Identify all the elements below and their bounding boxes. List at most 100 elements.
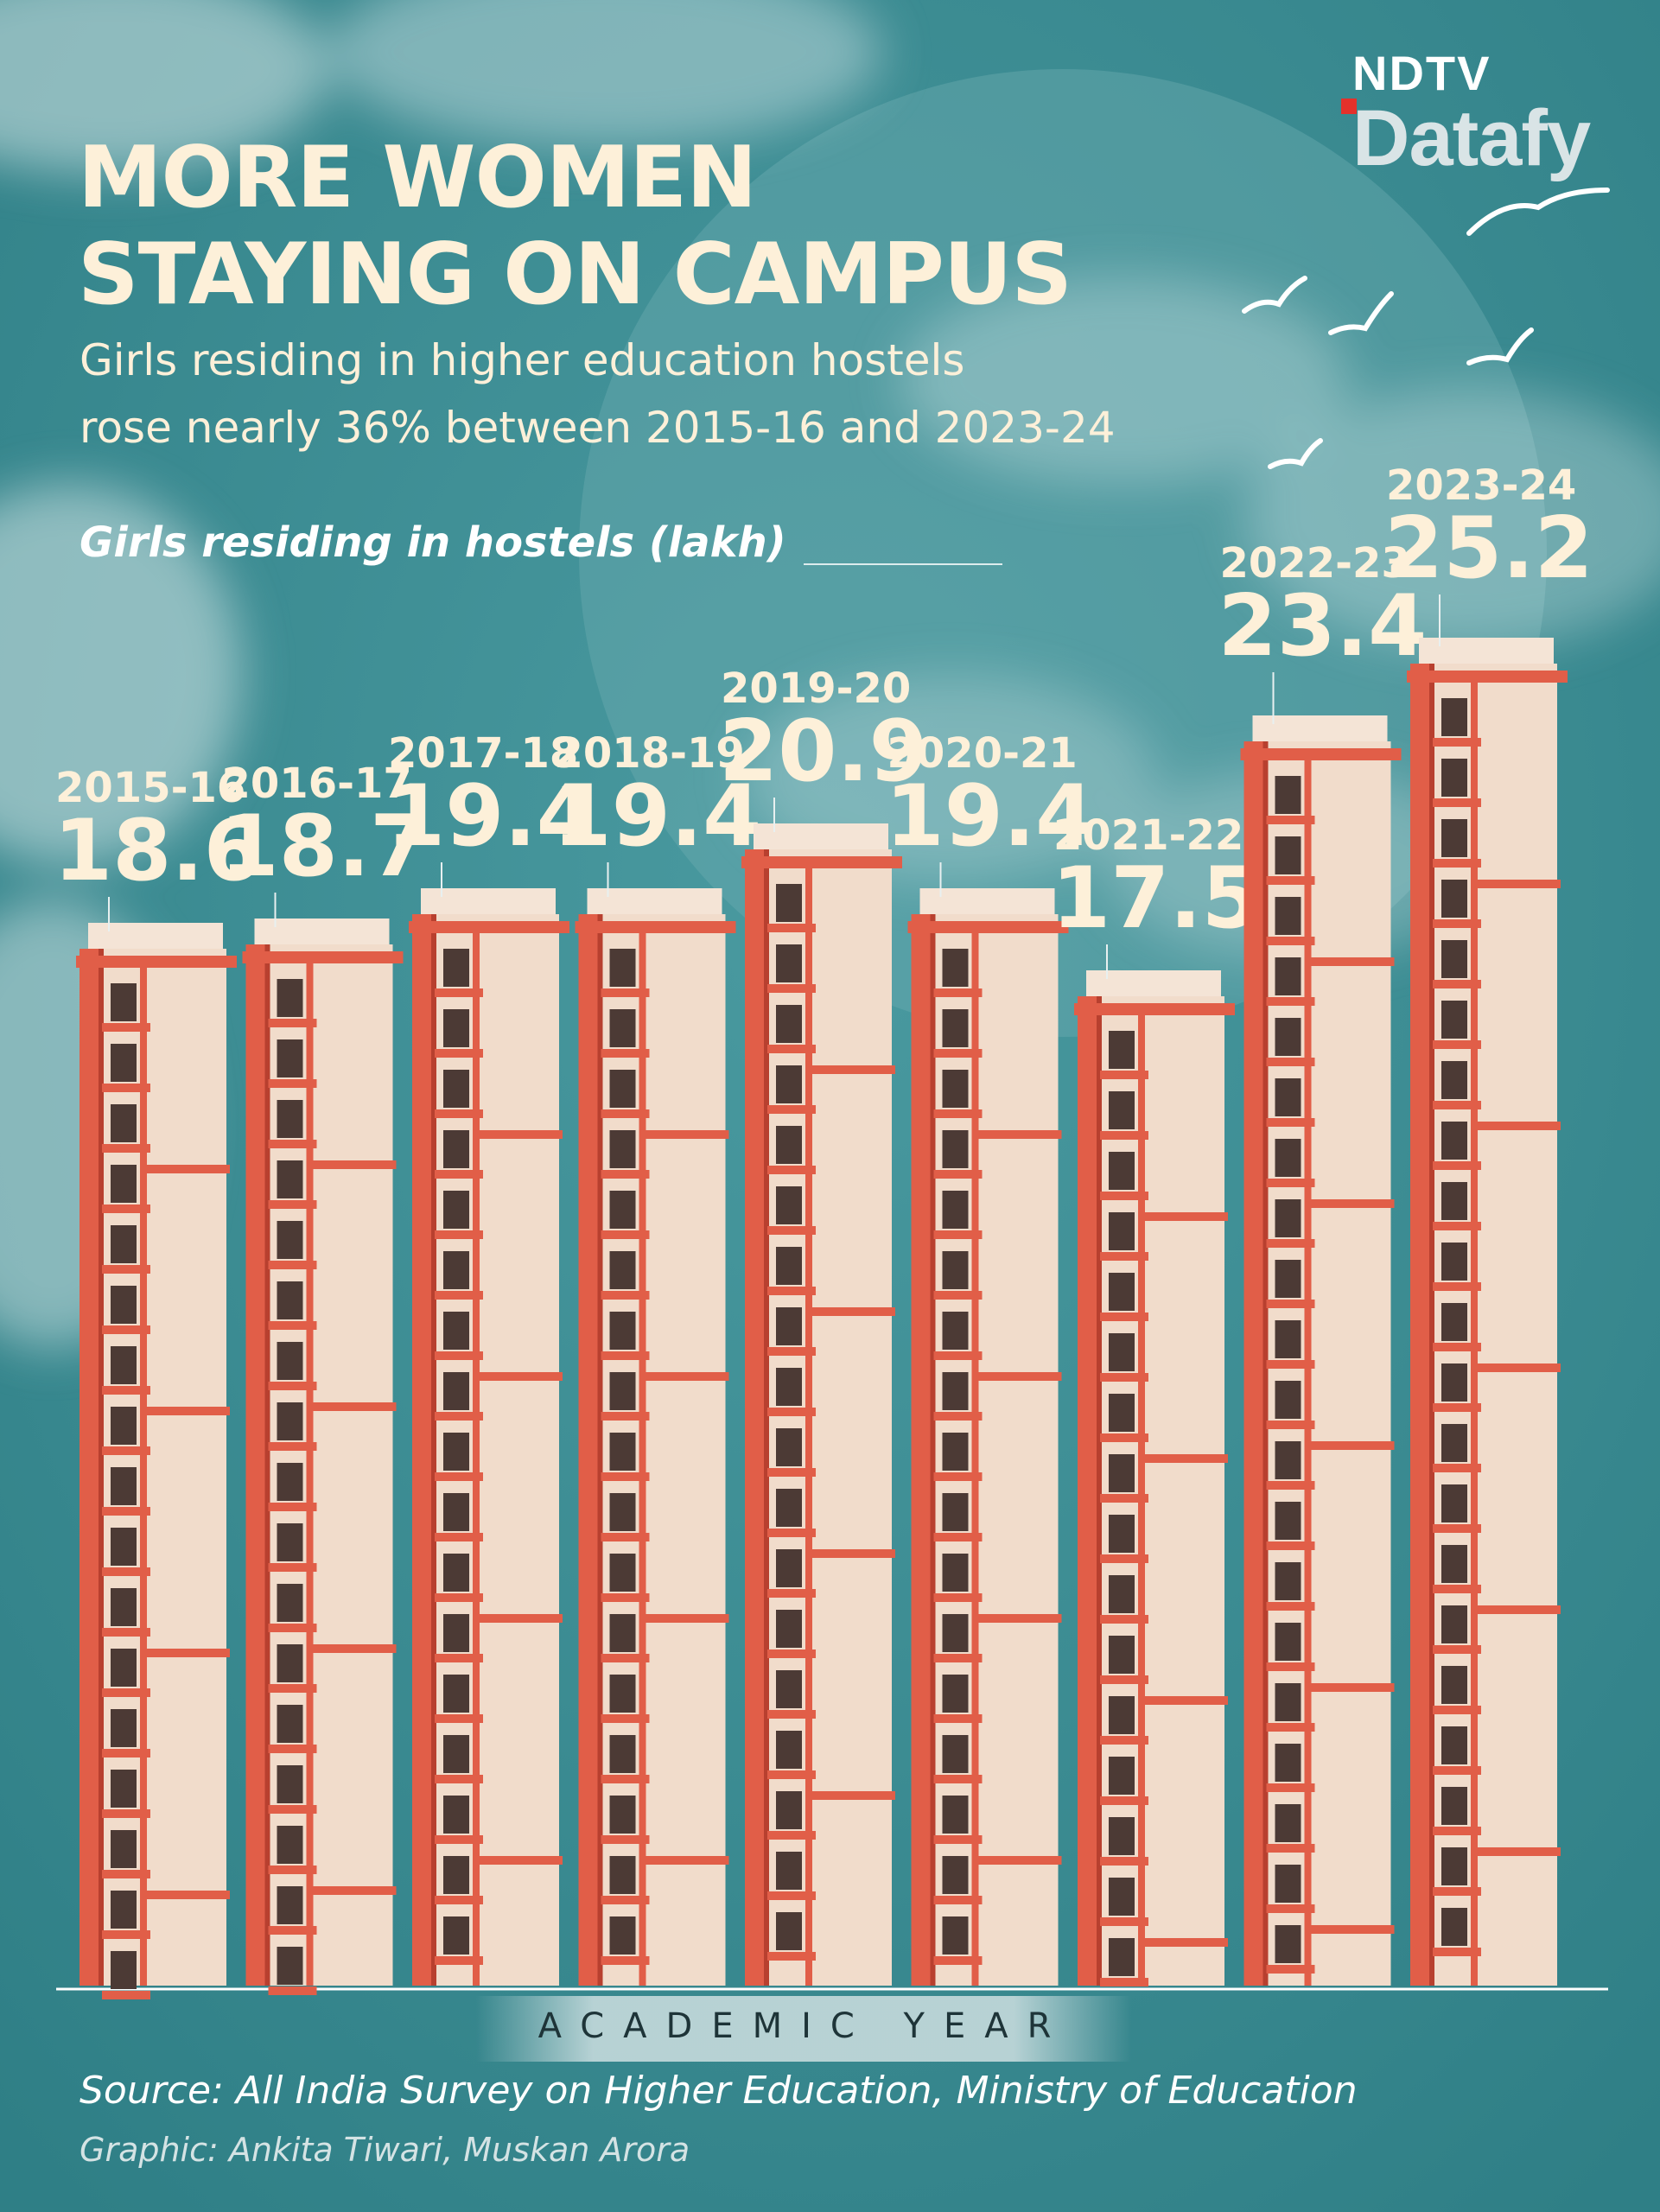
bar-window (277, 1221, 303, 1259)
bar-ledge (1100, 1796, 1148, 1805)
bar-ledge (268, 1200, 317, 1209)
bar-ledge (1266, 1300, 1315, 1308)
bar-data-label: 25.2 (1384, 499, 1593, 598)
bar-window (942, 1251, 969, 1289)
title-line-2: STAYING ON CAMPUS (78, 226, 1072, 324)
bar-ledge (767, 1347, 816, 1356)
bar-window (942, 1856, 969, 1894)
bar-window (1441, 1122, 1467, 1160)
bar-ledge (1100, 1978, 1148, 1986)
bar-ledge (767, 1831, 816, 1840)
bar-window (1275, 957, 1301, 995)
bar-window (443, 1916, 469, 1955)
bar-ledge (1433, 1464, 1481, 1472)
bar-window (1275, 1018, 1301, 1056)
bar-frame-mid (805, 867, 812, 1986)
bar-ledge (1433, 1161, 1481, 1170)
bar-ledge (435, 988, 483, 997)
bar-ledge (268, 1986, 317, 1995)
bar-window (942, 1009, 969, 1047)
bar-window (942, 1493, 969, 1531)
bar-ledge (601, 1775, 650, 1783)
bar-ledge (102, 1991, 150, 1999)
bar-window (1441, 1484, 1467, 1522)
bar-window (443, 1856, 469, 1894)
bar-ledge (1100, 1615, 1148, 1624)
bar-ledge (268, 1321, 317, 1330)
bar-window (609, 1614, 636, 1652)
bar-frame-left (1410, 664, 1429, 1986)
bar-ledge (1433, 1645, 1481, 1654)
bar-category-label: 2023-24 (1386, 461, 1576, 510)
bar-ledge (1266, 1239, 1315, 1248)
bar-window (443, 1614, 469, 1652)
bar-band (812, 1307, 895, 1316)
bar-ledge (102, 1205, 150, 1213)
bar-ledge (767, 1166, 816, 1174)
bar-cornice (741, 856, 902, 868)
bar-window (277, 1039, 303, 1077)
bar-window (443, 1009, 469, 1047)
bar-frame-shadow (597, 914, 603, 1986)
bar-window (609, 1796, 636, 1834)
bar-window (609, 1493, 636, 1531)
bar-window (1109, 1212, 1135, 1250)
bar-ledge (933, 988, 983, 997)
bar-ledge (268, 1624, 317, 1632)
bar-roof (587, 888, 722, 916)
bar-band (1311, 1683, 1395, 1692)
bar-ledge (601, 1593, 650, 1602)
bar-window (1109, 1152, 1135, 1190)
bar-ledge (1433, 1040, 1481, 1049)
bar-window (111, 1588, 137, 1626)
bar-window (609, 1433, 636, 1471)
bar-ledge (102, 1446, 150, 1455)
bar-window (609, 1009, 636, 1047)
bar-window (776, 1247, 802, 1285)
bar-band (1478, 1605, 1561, 1614)
bar-ledge (268, 1503, 317, 1511)
bar-band (313, 1160, 397, 1169)
bar-band (480, 1130, 563, 1139)
bar-window (443, 1493, 469, 1531)
bar-cornice (76, 956, 237, 968)
bar-window (942, 1191, 969, 1229)
bar-window (277, 1523, 303, 1561)
bar-ledge (1266, 1602, 1315, 1611)
bar-band (812, 1549, 895, 1558)
bar-window (776, 1791, 802, 1829)
bar-window (942, 1433, 969, 1471)
bar-ledge (1433, 1948, 1481, 1956)
bar-ledge (102, 1749, 150, 1758)
bar-ledge (1100, 1675, 1148, 1684)
bar-ledge (102, 1507, 150, 1516)
bar-roof (1419, 638, 1554, 665)
bar-band (1145, 1454, 1228, 1463)
bar-ledge (268, 1079, 317, 1088)
bar-band (313, 1644, 397, 1653)
bar-band (1311, 1199, 1395, 1208)
bar-frame-mid (140, 966, 147, 1986)
bar-frame-shadow (1262, 741, 1269, 1986)
bar-window (1109, 1757, 1135, 1795)
bar-window (776, 1731, 802, 1769)
bar-ledge (933, 1230, 983, 1239)
bar-ledge (1266, 1965, 1315, 1974)
bar-frame-mid (473, 931, 480, 1986)
bar-category-label: 2018-19 (555, 729, 745, 778)
bar-window (277, 1402, 303, 1440)
bar-ledge (933, 1775, 983, 1783)
bar-ledge (435, 1714, 483, 1723)
bar-frame-shadow (764, 849, 769, 1986)
bar-band (1478, 880, 1561, 888)
bar-ledge (933, 1049, 983, 1058)
bar-ledge (767, 1226, 816, 1235)
bar-ledge (933, 1714, 983, 1723)
bar-ledge (767, 1287, 816, 1295)
bar-window (277, 1705, 303, 1743)
bar-ledge (933, 1896, 983, 1904)
bar-ledge (435, 1896, 483, 1904)
